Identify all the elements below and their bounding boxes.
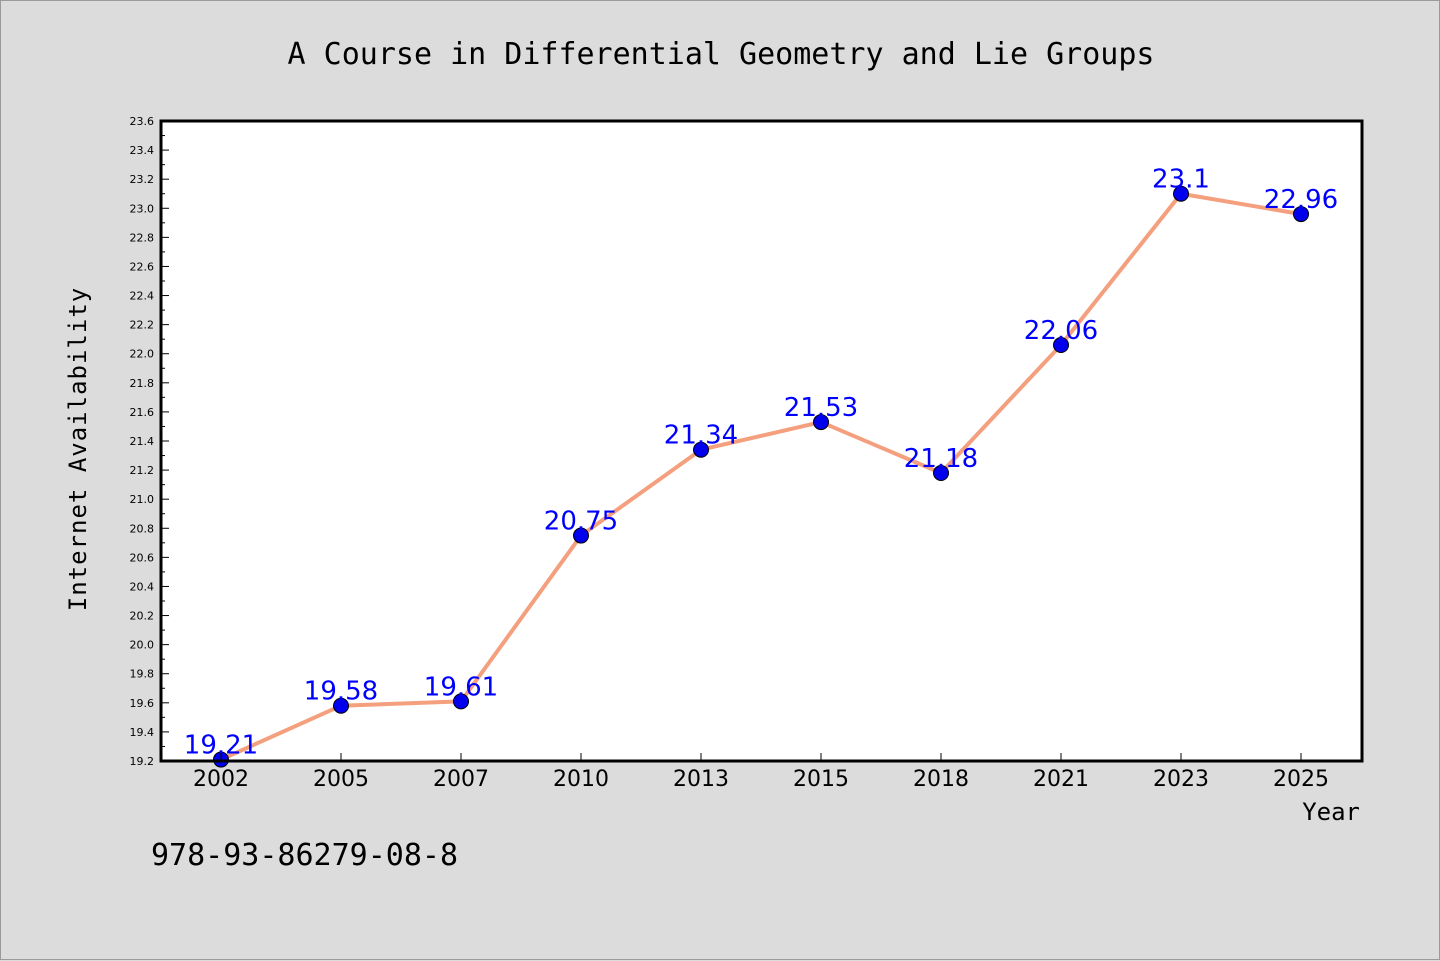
data-point — [933, 465, 949, 481]
x-tick-label: 2010 — [553, 767, 609, 792]
data-label: 22.96 — [1264, 185, 1338, 215]
y-tick-label: 22.0 — [130, 348, 155, 361]
y-tick-label: 21.0 — [130, 493, 155, 506]
y-tick-label: 21.8 — [130, 377, 155, 390]
x-tick-label: 2018 — [913, 767, 969, 792]
data-point — [693, 441, 709, 458]
y-tick-label: 22.8 — [130, 231, 155, 244]
y-tick-label: 19.4 — [130, 726, 155, 739]
y-tick-label: 23.4 — [130, 144, 155, 157]
y-axis-ticks: 19.2 19.4 19.6 19.8 20.0 20.2 20.4 20.6 20.8 21.0… — [130, 115, 169, 768]
data-label: 21.34 — [664, 421, 738, 451]
y-tick-label: 20.2 — [130, 610, 155, 623]
data-label: 19.61 — [424, 672, 498, 702]
y-tick-label: 23.2 — [130, 173, 155, 186]
y-tick-label: 20.4 — [130, 580, 155, 593]
series-line — [220, 191, 1302, 762]
x-tick-label: 2025 — [1273, 767, 1329, 792]
data-point — [453, 693, 469, 710]
y-tick-label: 21.2 — [130, 464, 155, 477]
x-axis-ticks: 2002 2005 2007 2010 2013 2015 2018 2021 2023 2025 — [193, 753, 1329, 792]
data-point — [1053, 337, 1069, 353]
chart-title: A Course in Differential Geometry and Li… — [288, 37, 1155, 72]
y-tick-label: 23.0 — [130, 202, 155, 215]
data-label: 22.06 — [1024, 316, 1098, 346]
x-tick-label: 2013 — [673, 767, 729, 792]
y-tick-label: 20.0 — [130, 639, 155, 652]
data-label: 19.58 — [304, 677, 378, 707]
y-tick-label: 20.8 — [130, 522, 155, 535]
plot-border — [159, 119, 1364, 763]
y-tick-label: 23.6 — [130, 115, 155, 128]
data-point — [1173, 185, 1189, 202]
y-tick-label: 22.6 — [130, 260, 155, 273]
y-tick-label: 19.6 — [130, 697, 155, 710]
y-tick-label: 22.2 — [130, 319, 155, 332]
y-tick-label: 22.4 — [130, 290, 155, 303]
y-axis-label: Internet Availability — [64, 287, 92, 611]
x-tick-label: 2002 — [193, 767, 249, 792]
y-tick-label: 21.6 — [130, 406, 155, 419]
data-point — [1293, 206, 1309, 223]
y-tick-label: 20.6 — [130, 551, 155, 564]
plot-area — [161, 121, 1362, 761]
x-tick-label: 2015 — [793, 767, 849, 792]
x-tick-label: 2021 — [1033, 767, 1089, 792]
x-tick-label: 2005 — [313, 767, 369, 792]
data-point — [573, 527, 589, 544]
data-point — [333, 697, 349, 714]
data-label: 23.1 — [1152, 165, 1210, 195]
data-label: 21.53 — [784, 393, 858, 423]
data-label: 20.75 — [544, 507, 618, 537]
x-axis-label: Year — [1302, 798, 1360, 826]
y-tick-label: 19.8 — [130, 668, 155, 681]
data-point — [813, 414, 829, 431]
isbn-footnote: 978-93-86279-08-8 — [151, 838, 458, 873]
data-label: 21.18 — [904, 444, 978, 474]
x-tick-label: 2007 — [433, 767, 489, 792]
y-tick-label: 19.2 — [130, 755, 155, 768]
y-tick-label: 21.4 — [130, 435, 155, 448]
x-tick-label: 2023 — [1153, 767, 1209, 792]
